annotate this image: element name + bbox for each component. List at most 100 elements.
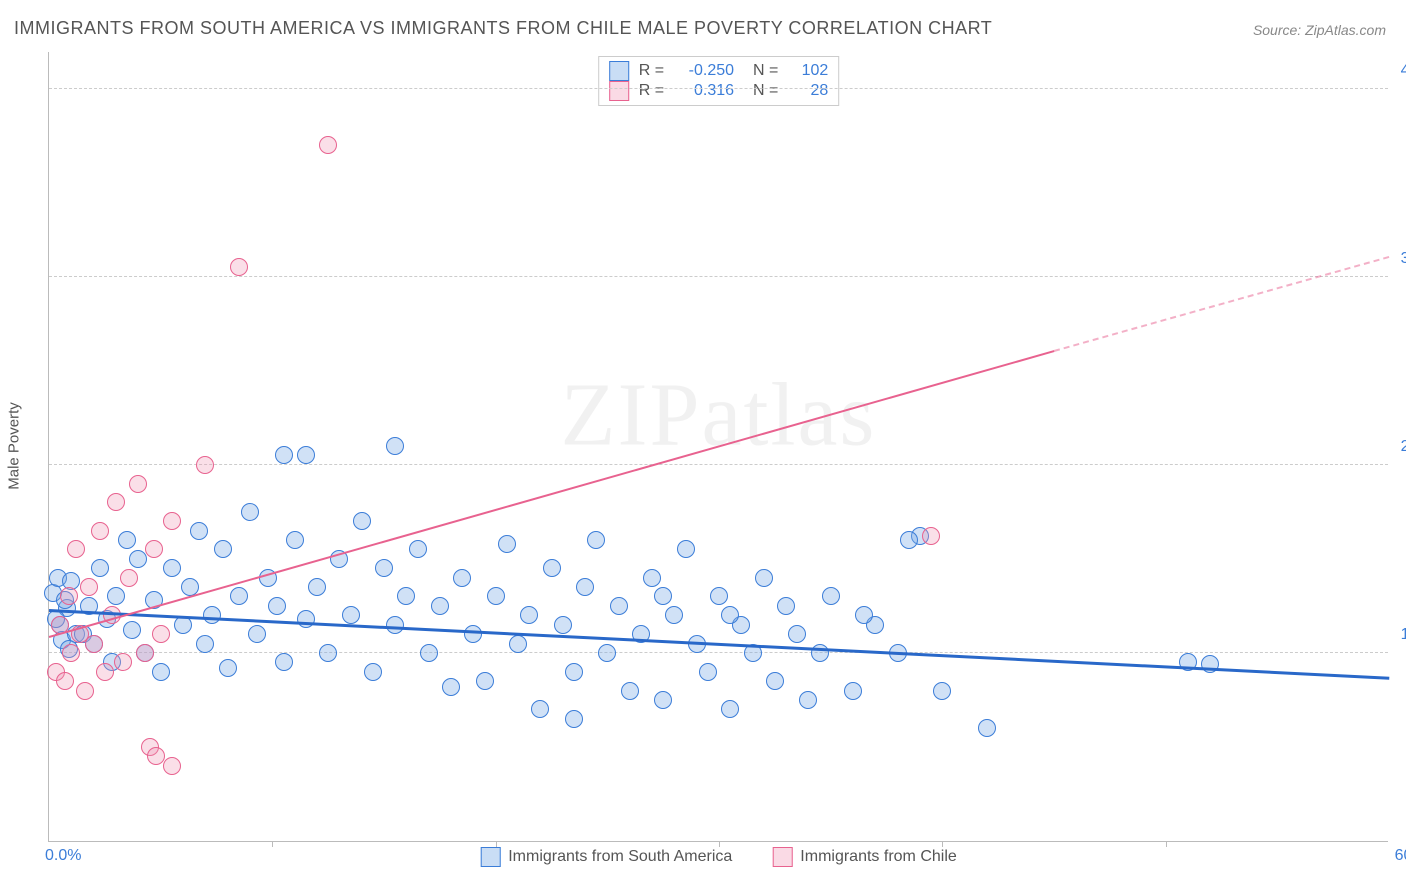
x-axis-max-label: 60.0% [1395,847,1406,865]
scatter-point [520,606,538,624]
scatter-point [163,559,181,577]
stat-row-series1: R = -0.250 N = 102 [609,61,829,81]
scatter-point [123,621,141,639]
scatter-point [554,616,572,634]
scatter-point [62,644,80,662]
y-axis-label: Male Poverty [6,402,23,490]
source-prefix: Source: [1253,22,1305,38]
scatter-point [721,606,739,624]
scatter-point [248,625,266,643]
correlation-stats-box: R = -0.250 N = 102 R = 0.316 N = 28 [598,56,840,106]
swatch-blue-icon [480,847,500,867]
scatter-point [203,606,221,624]
scatter-point [91,559,109,577]
scatter-point [145,540,163,558]
x-tick [1166,841,1167,847]
scatter-point [397,587,415,605]
legend-item-1: Immigrants from South America [480,847,732,867]
scatter-point [286,531,304,549]
scatter-point [67,540,85,558]
scatter-point [922,527,940,545]
scatter-point [844,682,862,700]
scatter-point [268,597,286,615]
scatter-point [76,682,94,700]
scatter-point [297,610,315,628]
scatter-point [319,644,337,662]
scatter-point [442,678,460,696]
scatter-point [342,606,360,624]
scatter-point [978,719,996,737]
scatter-point [80,578,98,596]
stat-r-label: R = [639,82,664,100]
scatter-point [654,691,672,709]
stat-r-label: R = [639,62,664,80]
y-tick-label: 10.0% [1401,626,1406,644]
stat-n-label: N = [744,62,778,80]
scatter-point [96,663,114,681]
scatter-point [665,606,683,624]
scatter-point [710,587,728,605]
scatter-point [855,606,873,624]
scatter-point [822,587,840,605]
scatter-point [933,682,951,700]
scatter-point [190,522,208,540]
legend: Immigrants from South America Immigrants… [480,847,957,867]
scatter-point [60,587,78,605]
scatter-point [531,700,549,718]
scatter-point [565,710,583,728]
scatter-point [241,503,259,521]
scatter-point [214,540,232,558]
scatter-point [107,587,125,605]
y-tick-label: 20.0% [1401,438,1406,456]
stat-r-value-2: 0.316 [674,82,734,100]
y-tick-label: 40.0% [1401,62,1406,80]
x-tick [719,841,720,847]
chart-title: IMMIGRANTS FROM SOUTH AMERICA VS IMMIGRA… [14,18,992,39]
scatter-point [136,644,154,662]
scatter-point [129,475,147,493]
scatter-point [721,700,739,718]
swatch-blue-icon [609,61,629,81]
x-tick [496,841,497,847]
scatter-point [275,653,293,671]
stat-row-series2: R = 0.316 N = 28 [609,81,829,101]
scatter-point [56,672,74,690]
scatter-point [643,569,661,587]
scatter-point [598,644,616,662]
scatter-point [163,757,181,775]
stat-n-value-1: 102 [788,62,828,80]
scatter-point [799,691,817,709]
scatter-point [576,578,594,596]
stat-n-label: N = [744,82,778,100]
scatter-point [230,587,248,605]
scatter-point [498,535,516,553]
legend-item-2: Immigrants from Chile [772,847,956,867]
scatter-point [487,587,505,605]
scatter-point [107,493,125,511]
scatter-point [900,531,918,549]
scatter-point [476,672,494,690]
scatter-point [118,531,136,549]
scatter-point [196,456,214,474]
y-tick-label: 30.0% [1401,250,1406,268]
scatter-point [219,659,237,677]
scatter-point [386,437,404,455]
stat-r-value-1: -0.250 [674,62,734,80]
scatter-point [677,540,695,558]
x-tick [942,841,943,847]
stat-n-value-2: 28 [788,82,828,100]
scatter-point [308,578,326,596]
scatter-point [587,531,605,549]
grid-line [49,276,1388,277]
scatter-point [699,663,717,681]
scatter-point [386,616,404,634]
scatter-point [755,569,773,587]
scatter-point [431,597,449,615]
scatter-point [275,446,293,464]
scatter-point [565,663,583,681]
scatter-point [163,512,181,530]
scatter-point [509,635,527,653]
scatter-point [777,597,795,615]
scatter-point [420,644,438,662]
scatter-point [297,446,315,464]
